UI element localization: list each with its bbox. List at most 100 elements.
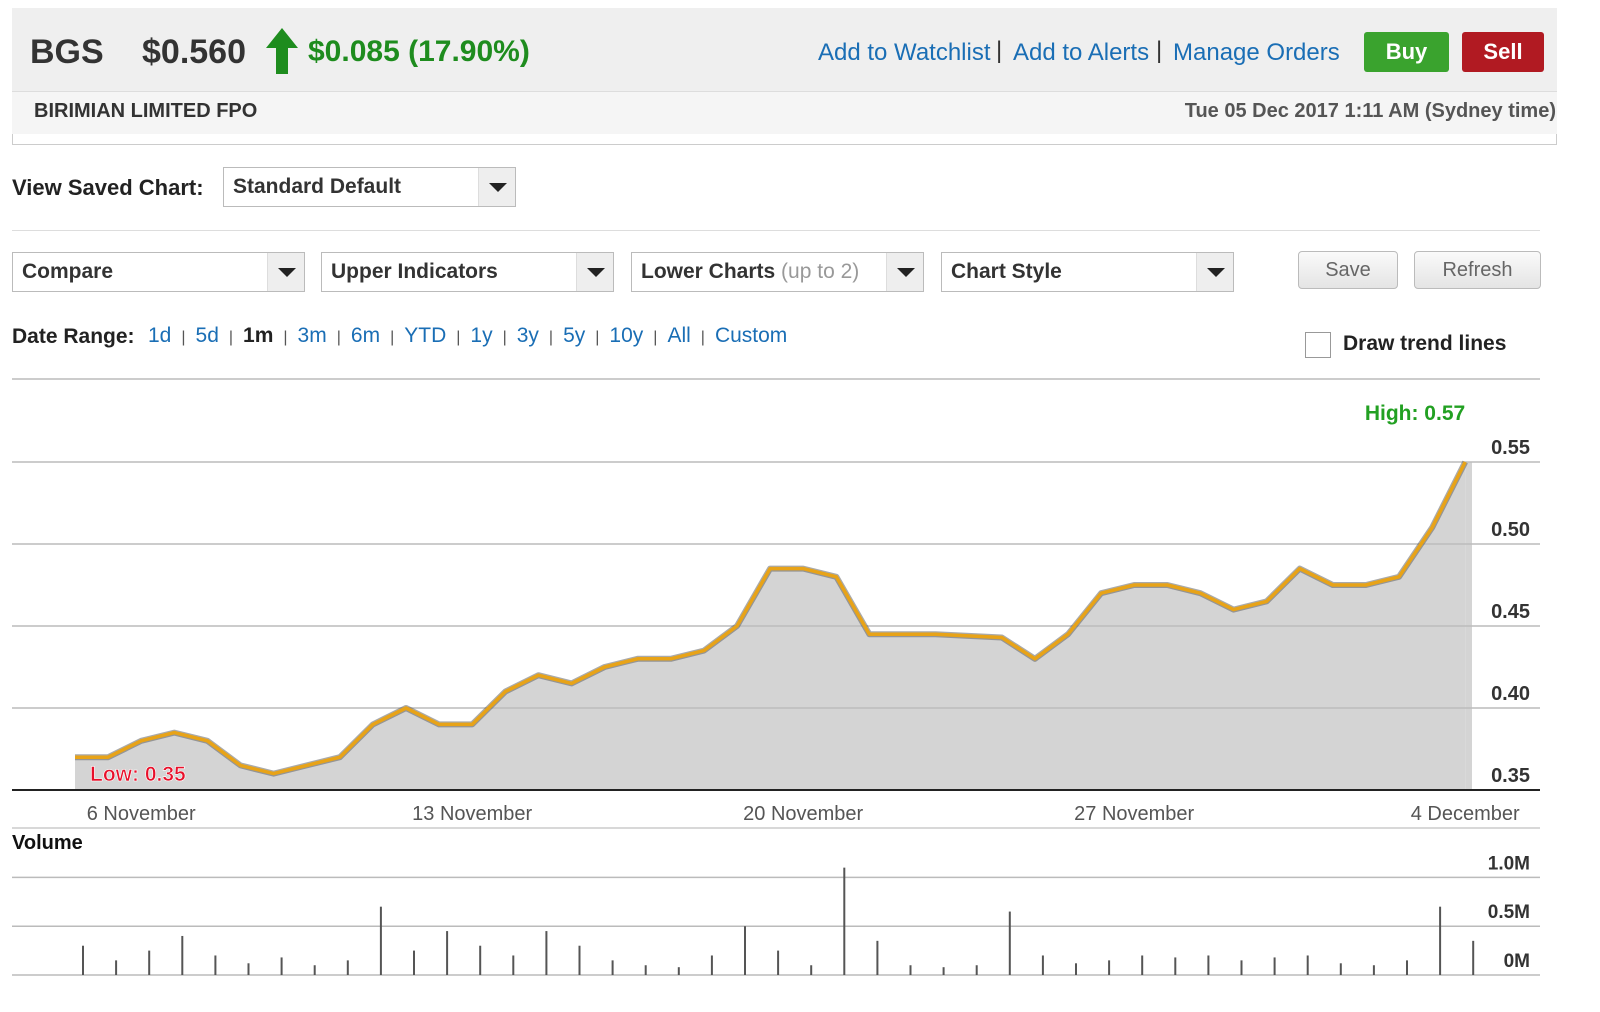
date-range-label: Date Range: — [12, 325, 135, 348]
separator: | — [283, 329, 288, 346]
saved-chart-label: View Saved Chart: — [12, 175, 204, 200]
dropdown-arrow — [1196, 253, 1233, 291]
date-range-option[interactable]: YTD — [404, 324, 447, 347]
date-range-option[interactable]: 1d — [148, 324, 172, 347]
volume-bar — [1306, 955, 1309, 975]
price-change: $0.085 (17.90%) — [308, 35, 530, 68]
alerts-link[interactable]: Add to Alerts — [1013, 39, 1150, 66]
x-tick-label: 13 November — [412, 803, 532, 825]
dropdown-label: Chart Style — [951, 260, 1062, 283]
volume-bar — [313, 965, 316, 975]
dropdown-label: Compare — [22, 260, 114, 283]
date-range-option[interactable]: 5d — [195, 324, 219, 347]
date-range-option[interactable]: 5y — [563, 324, 586, 347]
date-range-option[interactable]: 1y — [470, 324, 493, 347]
separator: | — [456, 329, 461, 346]
volume-bar — [545, 931, 548, 975]
upper-indicators-select[interactable]: Upper Indicators — [321, 252, 614, 292]
volume-bar — [777, 950, 780, 975]
separator: | — [548, 329, 554, 346]
y-tick-label: 0.40 — [1491, 683, 1530, 705]
volume-bar — [214, 955, 217, 975]
volume-title: Volume — [12, 832, 83, 854]
save-button[interactable]: Save — [1298, 251, 1398, 289]
volume-bar — [479, 945, 482, 975]
volume-bar — [843, 867, 846, 975]
date-range-option[interactable]: 6m — [350, 324, 381, 347]
refresh-button[interactable]: Refresh — [1414, 251, 1541, 289]
dropdown-arrow — [576, 253, 613, 291]
volume-bar — [280, 957, 283, 975]
volume-bar — [1240, 960, 1243, 975]
divider — [12, 230, 1540, 231]
date-range-option[interactable]: 3m — [297, 324, 327, 347]
saved-chart-select[interactable]: Standard Default — [223, 167, 516, 207]
volume-bar — [975, 965, 978, 975]
y-tick-label: 0.5M — [1488, 902, 1530, 923]
dropdown-arrow — [886, 253, 923, 291]
date-range-list: 1d | 5d | 1m | 3m | 6m | YTD | 1y | 3y | 5y | 10y | All | Cust… — [148, 324, 787, 348]
volume-bar — [1439, 906, 1442, 975]
volume-bar — [115, 960, 118, 975]
volume-bar — [1472, 940, 1475, 975]
volume-bar — [446, 931, 449, 975]
dropdown-arrow — [478, 168, 515, 206]
separator: | — [595, 329, 600, 346]
y-tick-label: 0.50 — [1491, 519, 1530, 541]
y-tick-label: 0.45 — [1491, 601, 1530, 623]
separator: | — [336, 329, 341, 346]
high-label: High: 0.57 — [1365, 402, 1465, 425]
y-tick-label: 0.55 — [1491, 437, 1530, 459]
date-range-option[interactable]: 1m — [243, 324, 274, 347]
sell-button[interactable]: Sell — [1462, 32, 1544, 72]
chart-style-select[interactable]: Chart Style — [941, 252, 1234, 292]
separator: | — [181, 329, 186, 346]
volume-bar — [346, 960, 349, 975]
separator: | — [1156, 37, 1163, 64]
buy-button[interactable]: Buy — [1364, 32, 1449, 72]
volume-bar — [644, 965, 647, 975]
volume-bar — [1339, 963, 1342, 975]
date-range-option[interactable]: All — [667, 324, 691, 347]
volume-bar — [1372, 965, 1375, 975]
volume-bar — [710, 955, 713, 975]
trend-label: Draw trend lines — [1343, 332, 1507, 355]
header-top — [12, 8, 1557, 92]
volume-bar — [942, 967, 945, 975]
watchlist-link[interactable]: Add to Watchlist — [818, 39, 991, 66]
orders-link[interactable]: Manage Orders — [1173, 39, 1340, 66]
trend-checkbox[interactable] — [1305, 332, 1331, 358]
volume-bar — [379, 906, 382, 975]
compare-select[interactable]: Compare — [12, 252, 305, 292]
timestamp: Tue 05 Dec 2017 1:11 AM (Sydney time) — [1184, 100, 1556, 122]
header-bottom — [12, 92, 1557, 134]
date-range-option[interactable]: Custom — [714, 324, 788, 347]
up-arrow — [266, 28, 298, 74]
separator: | — [228, 329, 234, 346]
volume-bar — [810, 965, 813, 975]
volume-bar — [181, 935, 184, 975]
x-tick-label: 6 November — [87, 803, 196, 825]
dropdown-label: Upper Indicators — [331, 260, 498, 283]
volume-bar — [578, 945, 581, 975]
saved-chart-value: Standard Default — [233, 175, 402, 198]
volume-bar — [82, 945, 84, 975]
lower-charts-select[interactable]: Lower Charts (up to 2) — [631, 252, 924, 292]
x-tick-label: 20 November — [743, 803, 863, 825]
volume-bar — [744, 926, 746, 975]
price: $0.560 — [142, 33, 246, 71]
price-line — [75, 461, 1467, 776]
volume-bar — [909, 965, 912, 975]
y-tick-label: 1.0M — [1488, 853, 1530, 874]
volume-bar — [247, 963, 250, 975]
volume-bar — [876, 940, 879, 975]
volume-bar — [1108, 960, 1111, 975]
volume-bar — [1174, 957, 1177, 975]
volume-bar — [611, 960, 614, 975]
date-range-option[interactable]: 3y — [516, 324, 539, 347]
volume-bar — [1207, 955, 1210, 975]
dropdown-arrow — [267, 253, 304, 291]
x-tick-label: 27 November — [1074, 803, 1194, 825]
date-range-option[interactable]: 10y — [609, 324, 644, 347]
